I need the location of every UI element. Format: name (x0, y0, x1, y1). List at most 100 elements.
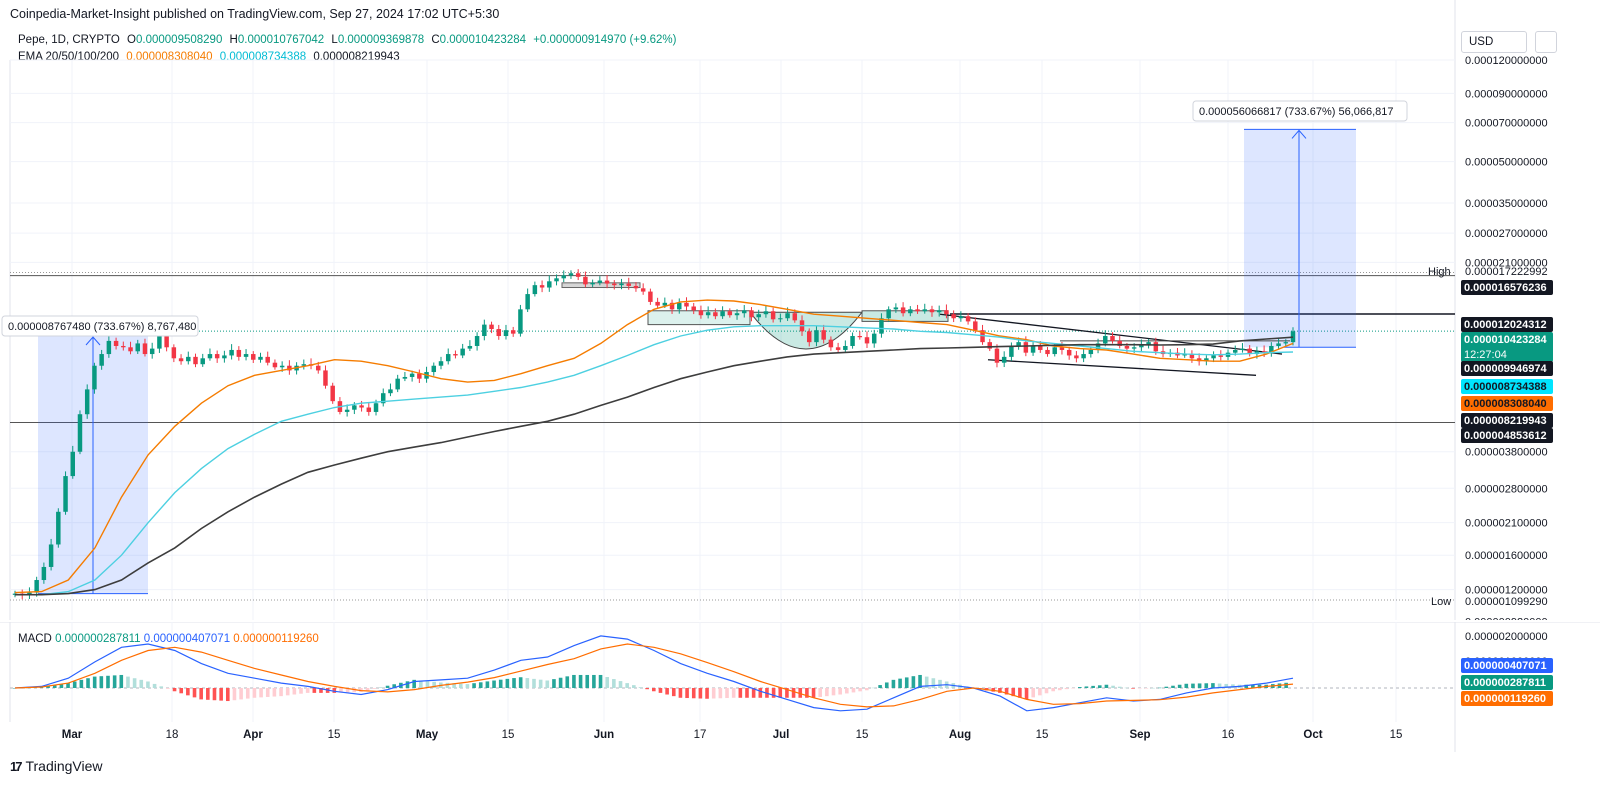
macd-histogram-bar (884, 682, 889, 688)
macd-histogram-bar (545, 680, 550, 688)
candle-body (48, 544, 54, 567)
settings-icon[interactable] (1535, 31, 1557, 53)
candle (1009, 342, 1014, 361)
macd-histogram-bar (778, 688, 783, 698)
symbol-label[interactable]: Pepe, 1D, CRYPTO (18, 34, 120, 46)
candle (193, 353, 198, 368)
macd-histogram-bar (419, 680, 423, 688)
candle-body (380, 393, 386, 404)
candle (929, 305, 935, 317)
macd-histogram-bar (292, 688, 297, 695)
macd-histogram-bar (79, 679, 84, 688)
candle-body (402, 376, 408, 379)
macd-histogram-bar (492, 680, 496, 688)
macd-histogram-bar (405, 681, 410, 688)
candle-body (828, 339, 834, 348)
price-axis-tick: 0.000035000000 (1465, 198, 1548, 210)
candle-body (1009, 345, 1014, 357)
candle (121, 341, 126, 351)
macd-histogram-bar (272, 688, 277, 697)
tradingview-brand: TradingView (25, 758, 103, 774)
candle-body (265, 356, 270, 363)
macd-histogram-bar (878, 685, 882, 688)
candle (879, 313, 884, 338)
candle-body (287, 365, 292, 371)
macd-histogram-bar (1231, 684, 1235, 688)
price-tag-bg (1461, 428, 1553, 443)
macd-histogram-bar (458, 683, 463, 688)
candle-body (973, 321, 978, 331)
candle-body (92, 365, 97, 390)
candle-body (626, 283, 631, 286)
candle-body (749, 310, 754, 318)
candle (893, 303, 899, 313)
macd-pane[interactable]: 0.0000020000000.000001000000MACD 0.00000… (0, 622, 1600, 752)
macd-histogram-bar (731, 688, 736, 698)
candle-body (821, 330, 826, 340)
macd-histogram-bar (1177, 684, 1182, 688)
high-value: 0.000010767042 (237, 34, 325, 46)
candle (186, 351, 191, 365)
candle (915, 304, 920, 314)
price-axis-tick: 0.000000920000 (1465, 616, 1548, 620)
macd-histogram-bar (66, 683, 70, 688)
candle (438, 356, 444, 370)
macd-histogram-bar (558, 677, 563, 688)
candle-body (352, 405, 357, 410)
macd-histogram-bar (552, 679, 556, 688)
price-chart[interactable]: 0.000120000000 0.000090000000 0.0000700000… (0, 0, 1600, 620)
candle (835, 342, 841, 354)
candle-body (193, 356, 198, 365)
macd-histogram-bar (518, 677, 523, 688)
macd-histogram-bar (1031, 688, 1036, 698)
macd-histogram-bar (758, 688, 763, 698)
time-axis-tick: 15 (1036, 729, 1049, 741)
candle-body (503, 330, 509, 337)
candle-body (843, 345, 848, 350)
candle-body (1204, 358, 1209, 362)
macd-histogram-bar (751, 688, 756, 698)
candle-body (409, 373, 415, 377)
candle (1269, 342, 1274, 357)
macd-histogram-bar (938, 679, 942, 688)
candle-body (1117, 340, 1122, 346)
candle-body (1045, 349, 1050, 355)
macd-histogram-bar (312, 688, 317, 693)
candle (1030, 342, 1036, 356)
projection-box-2 (1244, 129, 1356, 348)
macd-histogram-bar (1078, 687, 1082, 688)
candle-body (1124, 345, 1130, 349)
candle-body (590, 282, 595, 285)
candle (70, 445, 76, 479)
candle (1189, 350, 1195, 363)
macd-histogram-bar (924, 676, 929, 688)
candle (99, 349, 104, 370)
macd-histogram-bar (711, 688, 716, 699)
candle (951, 310, 956, 323)
candle-body (944, 310, 949, 315)
macd-histogram-bar (565, 676, 570, 688)
candle-body (669, 302, 675, 310)
macd-histogram-bar (1038, 688, 1042, 696)
price-axis-tick: 0.000021000000 (1465, 257, 1548, 269)
macd-signal-value: 0.000000119260 (233, 633, 319, 645)
candle-body (113, 340, 119, 346)
candle-body (330, 385, 335, 402)
macd-histogram-bar (1144, 688, 1149, 689)
macd-histogram-bar (1131, 688, 1135, 689)
macd-histogram-bar (219, 688, 223, 701)
tradingview-logo[interactable]: 17 TradingView (10, 758, 103, 774)
candle (648, 288, 653, 305)
projection-label-2: 0.000056066817 (733.67%) 56,066,817 (1199, 106, 1394, 118)
price-tag-bg (1461, 413, 1553, 428)
candle-body (1059, 347, 1065, 350)
candle-body (539, 285, 545, 288)
currency-selector[interactable]: USD (1461, 31, 1527, 53)
macd-histogram-bar (385, 685, 390, 688)
macd-histogram-bar (1071, 688, 1075, 689)
macd-histogram-bar (685, 688, 689, 699)
change-value: +0.000000914970 (+9.62%) (533, 34, 677, 46)
candle-body (316, 365, 321, 371)
candle (1001, 351, 1007, 368)
candle (698, 305, 704, 319)
